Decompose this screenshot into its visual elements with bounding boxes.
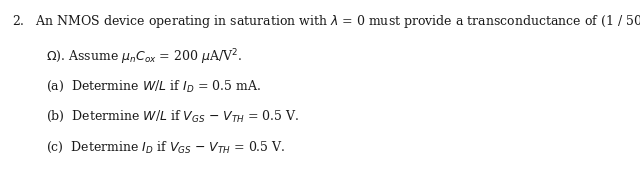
Text: (b)  Determine $W$/$L$ if $V_{GS}$ $-$ $V_{TH}$ = 0.5 V.: (b) Determine $W$/$L$ if $V_{GS}$ $-$ $V…: [46, 109, 300, 124]
Text: $\Omega$). Assume $\mu_n C_{ox}$ = 200 $\mu$A/V$^2$.: $\Omega$). Assume $\mu_n C_{ox}$ = 200 $…: [46, 48, 243, 67]
Text: 2.   An NMOS device operating in saturation with $\lambda$ = 0 must provide a tr: 2. An NMOS device operating in saturatio…: [12, 13, 640, 30]
Text: (c)  Determine $I_D$ if $V_{GS}$ $-$ $V_{TH}$ = 0.5 V.: (c) Determine $I_D$ if $V_{GS}$ $-$ $V_{…: [46, 139, 285, 155]
Text: (a)  Determine $W$/$L$ if $I_D$ = 0.5 mA.: (a) Determine $W$/$L$ if $I_D$ = 0.5 mA.: [46, 78, 261, 94]
